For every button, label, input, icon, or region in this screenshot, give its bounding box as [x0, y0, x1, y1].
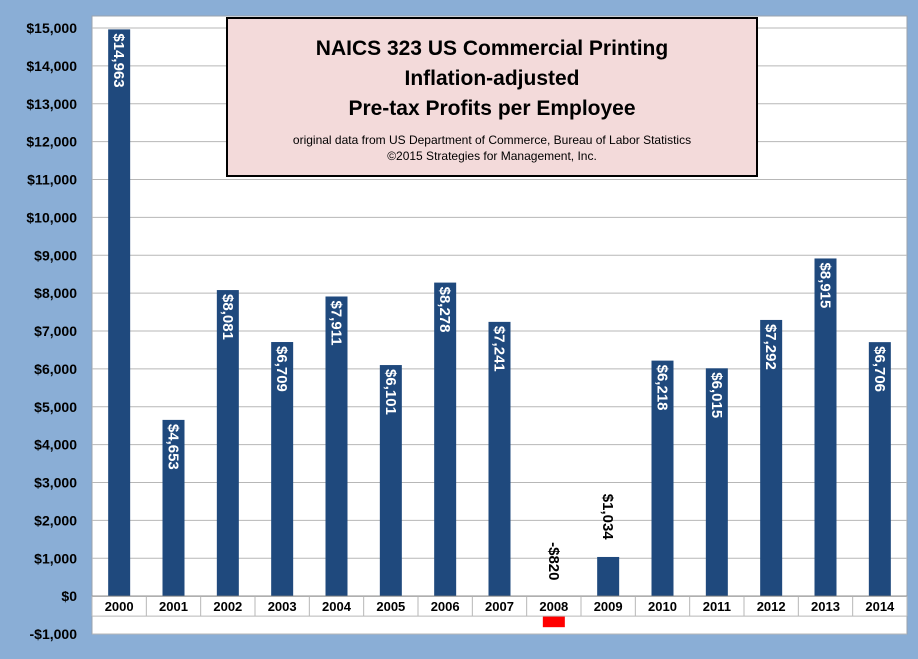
data-label: $6,709	[273, 346, 290, 392]
x-tick-label: 2011	[703, 599, 731, 614]
chart-title-line-1: NAICS 323 US Commercial Printing	[315, 37, 669, 60]
bar-2013	[814, 258, 837, 597]
y-tick-label: $8,000	[34, 285, 77, 301]
x-axis: 2000 2001 2002 2003 2004 2005 2006 2007 2008 2009…	[91, 595, 908, 617]
data-label: -$820	[545, 542, 562, 580]
bar-2010	[651, 360, 674, 597]
x-tick-label: 2014	[865, 599, 895, 614]
data-label: $14,963	[110, 33, 127, 87]
data-label: $7,292	[762, 324, 779, 370]
y-tick-label: $9,000	[34, 247, 77, 263]
bar-2002	[216, 290, 239, 597]
bar-2007	[488, 321, 511, 597]
x-tick-label: 2006	[431, 599, 460, 614]
chart-title-line-3: Pre-tax Profits per Employee	[348, 97, 636, 120]
data-label: $6,101	[382, 369, 399, 415]
y-tick-label: $12,000	[26, 134, 77, 150]
x-tick-label: 2004	[322, 599, 352, 614]
bar-2000	[108, 29, 131, 597]
x-tick-label: 2010	[648, 599, 677, 614]
chart-subtitle-source: original data from US Department of Comm…	[292, 133, 692, 147]
y-tick-label: $4,000	[34, 437, 77, 453]
y-tick-label: $11,000	[27, 172, 77, 188]
y-tick-label: $15,000	[26, 20, 77, 36]
bar-2003	[271, 342, 294, 597]
x-tick-label: 2008	[539, 599, 568, 614]
x-tick-label: 2000	[105, 599, 134, 614]
chart-title-line-2: Inflation-adjusted	[404, 67, 580, 90]
y-axis: -$1,000 $0 $1,000 $2,000 $3,000 $4,000 $5,000 $…	[26, 20, 77, 642]
bar-2005	[379, 365, 402, 597]
y-tick-label: $13,000	[26, 96, 77, 112]
y-tick-label: $6,000	[34, 361, 77, 377]
y-tick-label: $14,000	[26, 58, 77, 74]
y-tick-label: $1,000	[34, 550, 77, 566]
x-tick-label: 2007	[485, 599, 514, 614]
bar-2006	[434, 282, 457, 597]
data-label: $8,915	[817, 262, 834, 308]
data-label: $6,218	[654, 365, 671, 411]
y-tick-label: $0	[61, 588, 77, 604]
bar-2004	[325, 296, 348, 597]
x-axis-band	[92, 596, 907, 617]
data-labels: $14,963 $4,653 $8,081 $6,709 $7,911 $6,101 $8,…	[110, 33, 888, 580]
x-tick-label: 2009	[594, 599, 623, 614]
data-label: $8,081	[219, 294, 236, 340]
bars	[108, 29, 891, 628]
x-tick-label: 2005	[376, 599, 405, 614]
data-label: $4,653	[165, 424, 182, 470]
y-tick-label: $10,000	[26, 209, 77, 225]
y-tick-label: $2,000	[34, 512, 77, 528]
data-label: $6,706	[871, 346, 888, 392]
x-tick-label: 2001	[159, 599, 188, 614]
x-tick-label: 2013	[811, 599, 840, 614]
chart-subtitle-copyright: ©2015 Strategies for Management, Inc.	[387, 149, 597, 163]
bar-2011	[705, 368, 728, 597]
y-tick-label: -$1,000	[30, 626, 78, 642]
x-tick-label: 2002	[213, 599, 242, 614]
data-label: $7,241	[491, 326, 508, 372]
y-tick-label: $5,000	[34, 399, 77, 415]
bar-2012	[760, 319, 783, 597]
data-label: $1,034	[599, 494, 616, 541]
x-tick-label: 2003	[268, 599, 297, 614]
y-tick-label: $3,000	[34, 475, 77, 491]
y-tick-label: $7,000	[34, 323, 77, 339]
bar-2001	[162, 419, 185, 597]
chart-title-box: NAICS 323 US Commercial Printing Inflati…	[226, 17, 758, 177]
x-tick-label: 2012	[757, 599, 786, 614]
bar-2014	[868, 342, 891, 597]
data-label: $7,911	[328, 300, 345, 345]
data-label: $8,278	[436, 287, 453, 333]
data-label: $6,015	[708, 372, 725, 418]
bar-2009	[597, 556, 620, 597]
